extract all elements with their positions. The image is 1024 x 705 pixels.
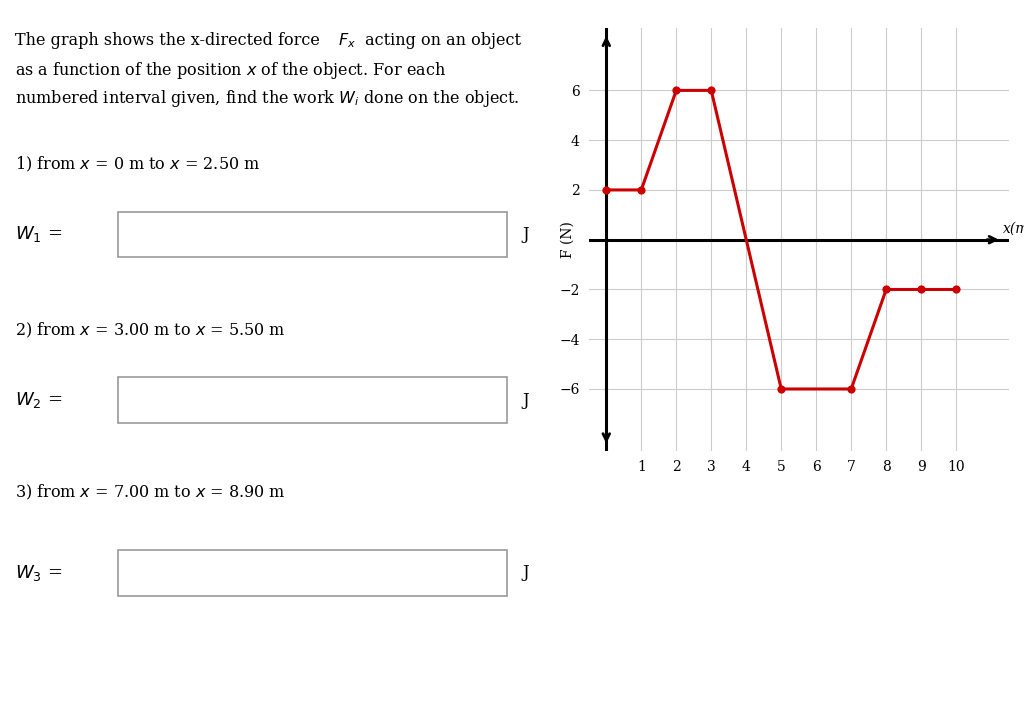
Text: $F_x$: $F_x$ [338,32,355,51]
Point [703,85,720,96]
Text: J: J [522,226,528,243]
Text: $W_2$ =: $W_2$ = [15,390,62,410]
FancyBboxPatch shape [118,377,507,423]
Point [668,85,684,96]
Point [633,184,649,195]
Point [948,284,965,295]
Text: J: J [522,564,528,582]
Point [598,184,614,195]
Point [913,284,930,295]
FancyBboxPatch shape [118,550,507,596]
Point [878,284,894,295]
Text: numbered interval given, find the work $W_i$ done on the object.: numbered interval given, find the work $… [15,88,520,109]
Text: x(m): x(m) [1004,222,1024,236]
Text: 3) from $x$ = 7.00 m to $x$ = 8.90 m: 3) from $x$ = 7.00 m to $x$ = 8.90 m [15,483,286,502]
Text: F (N): F (N) [561,221,574,258]
Text: 2) from $x$ = 3.00 m to $x$ = 5.50 m: 2) from $x$ = 3.00 m to $x$ = 5.50 m [15,321,286,340]
Text: $W_1$ =: $W_1$ = [15,224,62,245]
Text: The graph shows the x-directed force: The graph shows the x-directed force [15,32,326,49]
Text: acting on an object: acting on an object [360,32,521,49]
Text: $W_3$ =: $W_3$ = [15,563,62,583]
Text: J: J [522,391,528,409]
FancyBboxPatch shape [118,212,507,257]
Text: 1) from $x$ = 0 m to $x$ = 2.50 m: 1) from $x$ = 0 m to $x$ = 2.50 m [15,155,260,174]
Point [773,384,790,395]
Text: as a function of the position $x$ of the object. For each: as a function of the position $x$ of the… [15,60,446,81]
Point [843,384,859,395]
